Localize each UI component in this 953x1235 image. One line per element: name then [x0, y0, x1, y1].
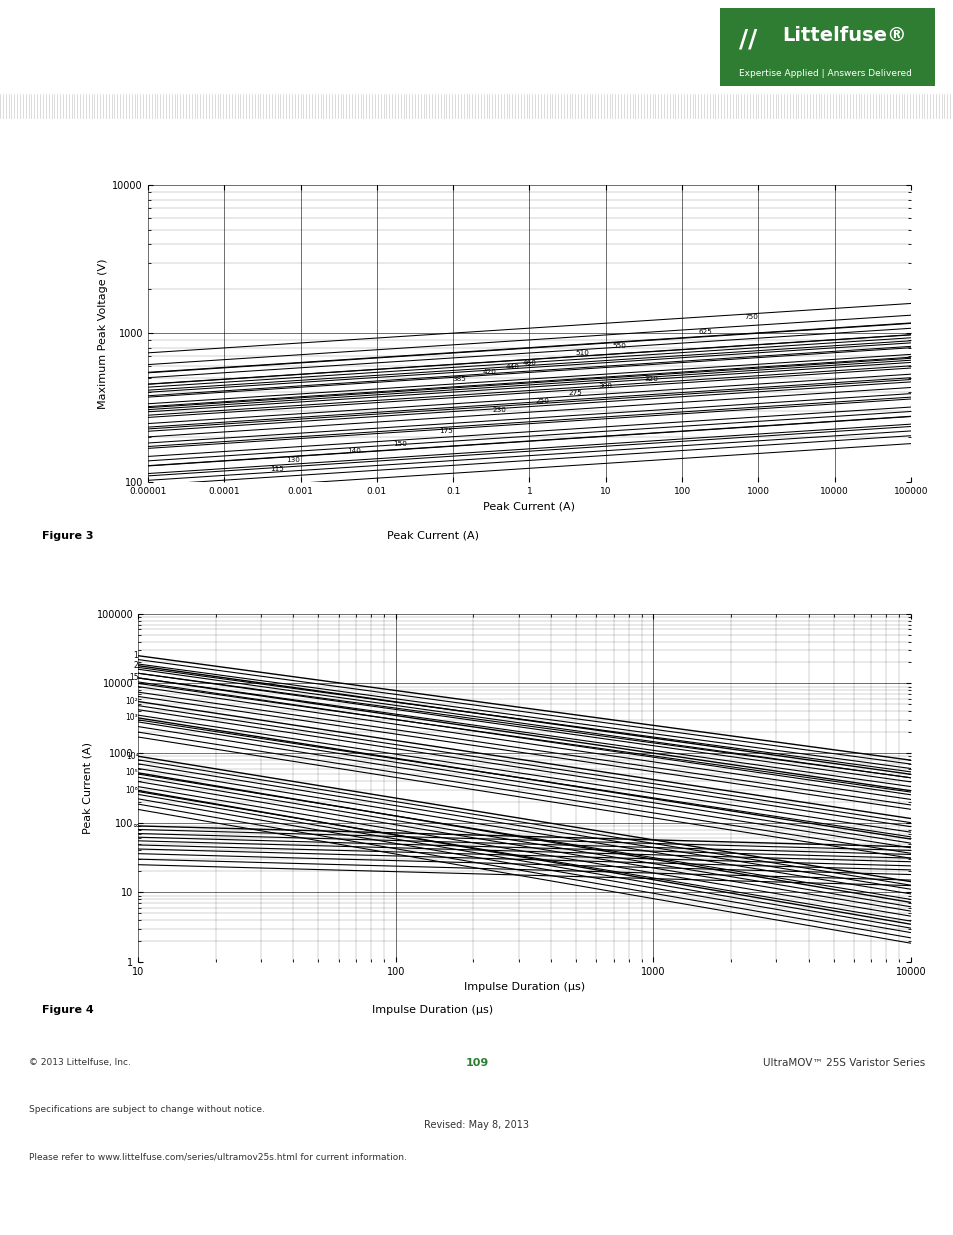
- X-axis label: Peak Current (A): Peak Current (A): [483, 501, 575, 511]
- Text: Pulse Rating Curves: Pulse Rating Curves: [42, 571, 199, 585]
- Text: 385: 385: [452, 377, 466, 382]
- Text: Figure 3: Figure 3: [42, 531, 93, 541]
- Text: ∞: ∞: [132, 821, 138, 830]
- Text: 10⁴: 10⁴: [126, 752, 138, 761]
- Text: 10²: 10²: [126, 697, 138, 706]
- Y-axis label: Peak Current (A): Peak Current (A): [83, 742, 92, 834]
- Text: 10⁶: 10⁶: [126, 785, 138, 795]
- Text: 750: 750: [743, 314, 758, 320]
- FancyBboxPatch shape: [720, 7, 934, 86]
- Text: 175: 175: [438, 427, 453, 433]
- Text: © 2013 Littelfuse, Inc.: © 2013 Littelfuse, Inc.: [29, 1058, 131, 1067]
- Text: 300: 300: [598, 383, 612, 389]
- Text: 625: 625: [698, 329, 711, 335]
- Text: Figure 4: Figure 4: [42, 1005, 94, 1015]
- Text: 510: 510: [576, 350, 589, 356]
- Text: 150: 150: [393, 441, 406, 447]
- Text: Peak Current (A): Peak Current (A): [386, 531, 478, 541]
- Text: 320: 320: [644, 375, 658, 382]
- Text: 2: 2: [133, 661, 138, 671]
- Text: Please refer to www.littelfuse.com/series/ultramov25s.html for current informati: Please refer to www.littelfuse.com/serie…: [29, 1152, 406, 1162]
- Text: 109: 109: [465, 1058, 488, 1068]
- Text: 115: 115: [271, 466, 284, 472]
- Text: Radial Lead Varistors > UltraMOV™ 25S Series: Radial Lead Varistors > UltraMOV™ 25S Se…: [17, 64, 340, 78]
- X-axis label: Impulse Duration (μs): Impulse Duration (μs): [464, 983, 584, 993]
- Text: Specifications are subject to change without notice.: Specifications are subject to change wit…: [29, 1105, 264, 1114]
- Y-axis label: Maximum Peak Voltage (V): Maximum Peak Voltage (V): [98, 258, 108, 409]
- Text: UltraMOV™ 25S Series: UltraMOV™ 25S Series: [931, 542, 942, 666]
- Text: Littelfuse®: Littelfuse®: [781, 26, 906, 46]
- Text: 275: 275: [568, 390, 581, 396]
- Text: //: //: [739, 27, 757, 52]
- Text: 130: 130: [286, 457, 300, 463]
- Text: 1: 1: [133, 651, 138, 661]
- Text: Revised: May 8, 2013: Revised: May 8, 2013: [424, 1120, 529, 1130]
- Text: Expertise Applied | Answers Delivered: Expertise Applied | Answers Delivered: [739, 69, 911, 78]
- Text: 230: 230: [492, 406, 505, 412]
- Text: 550: 550: [612, 343, 625, 348]
- Text: Impulse Duration (μs): Impulse Duration (μs): [372, 1005, 493, 1015]
- Text: 10⁵: 10⁵: [126, 768, 138, 777]
- Text: 250: 250: [536, 399, 549, 404]
- Text: 420: 420: [482, 368, 496, 374]
- Text: UltraMOV™ 25S Varistor Series: UltraMOV™ 25S Varistor Series: [762, 1058, 924, 1068]
- Text: 15: 15: [129, 673, 138, 683]
- Text: 140: 140: [347, 448, 360, 454]
- Text: 440: 440: [505, 364, 519, 370]
- Text: 460: 460: [522, 361, 536, 366]
- Text: Varistor Products: Varistor Products: [17, 26, 209, 46]
- Text: 10³: 10³: [126, 714, 138, 722]
- Text: V-I Limit Curves: V-I Limit Curves: [42, 140, 165, 154]
